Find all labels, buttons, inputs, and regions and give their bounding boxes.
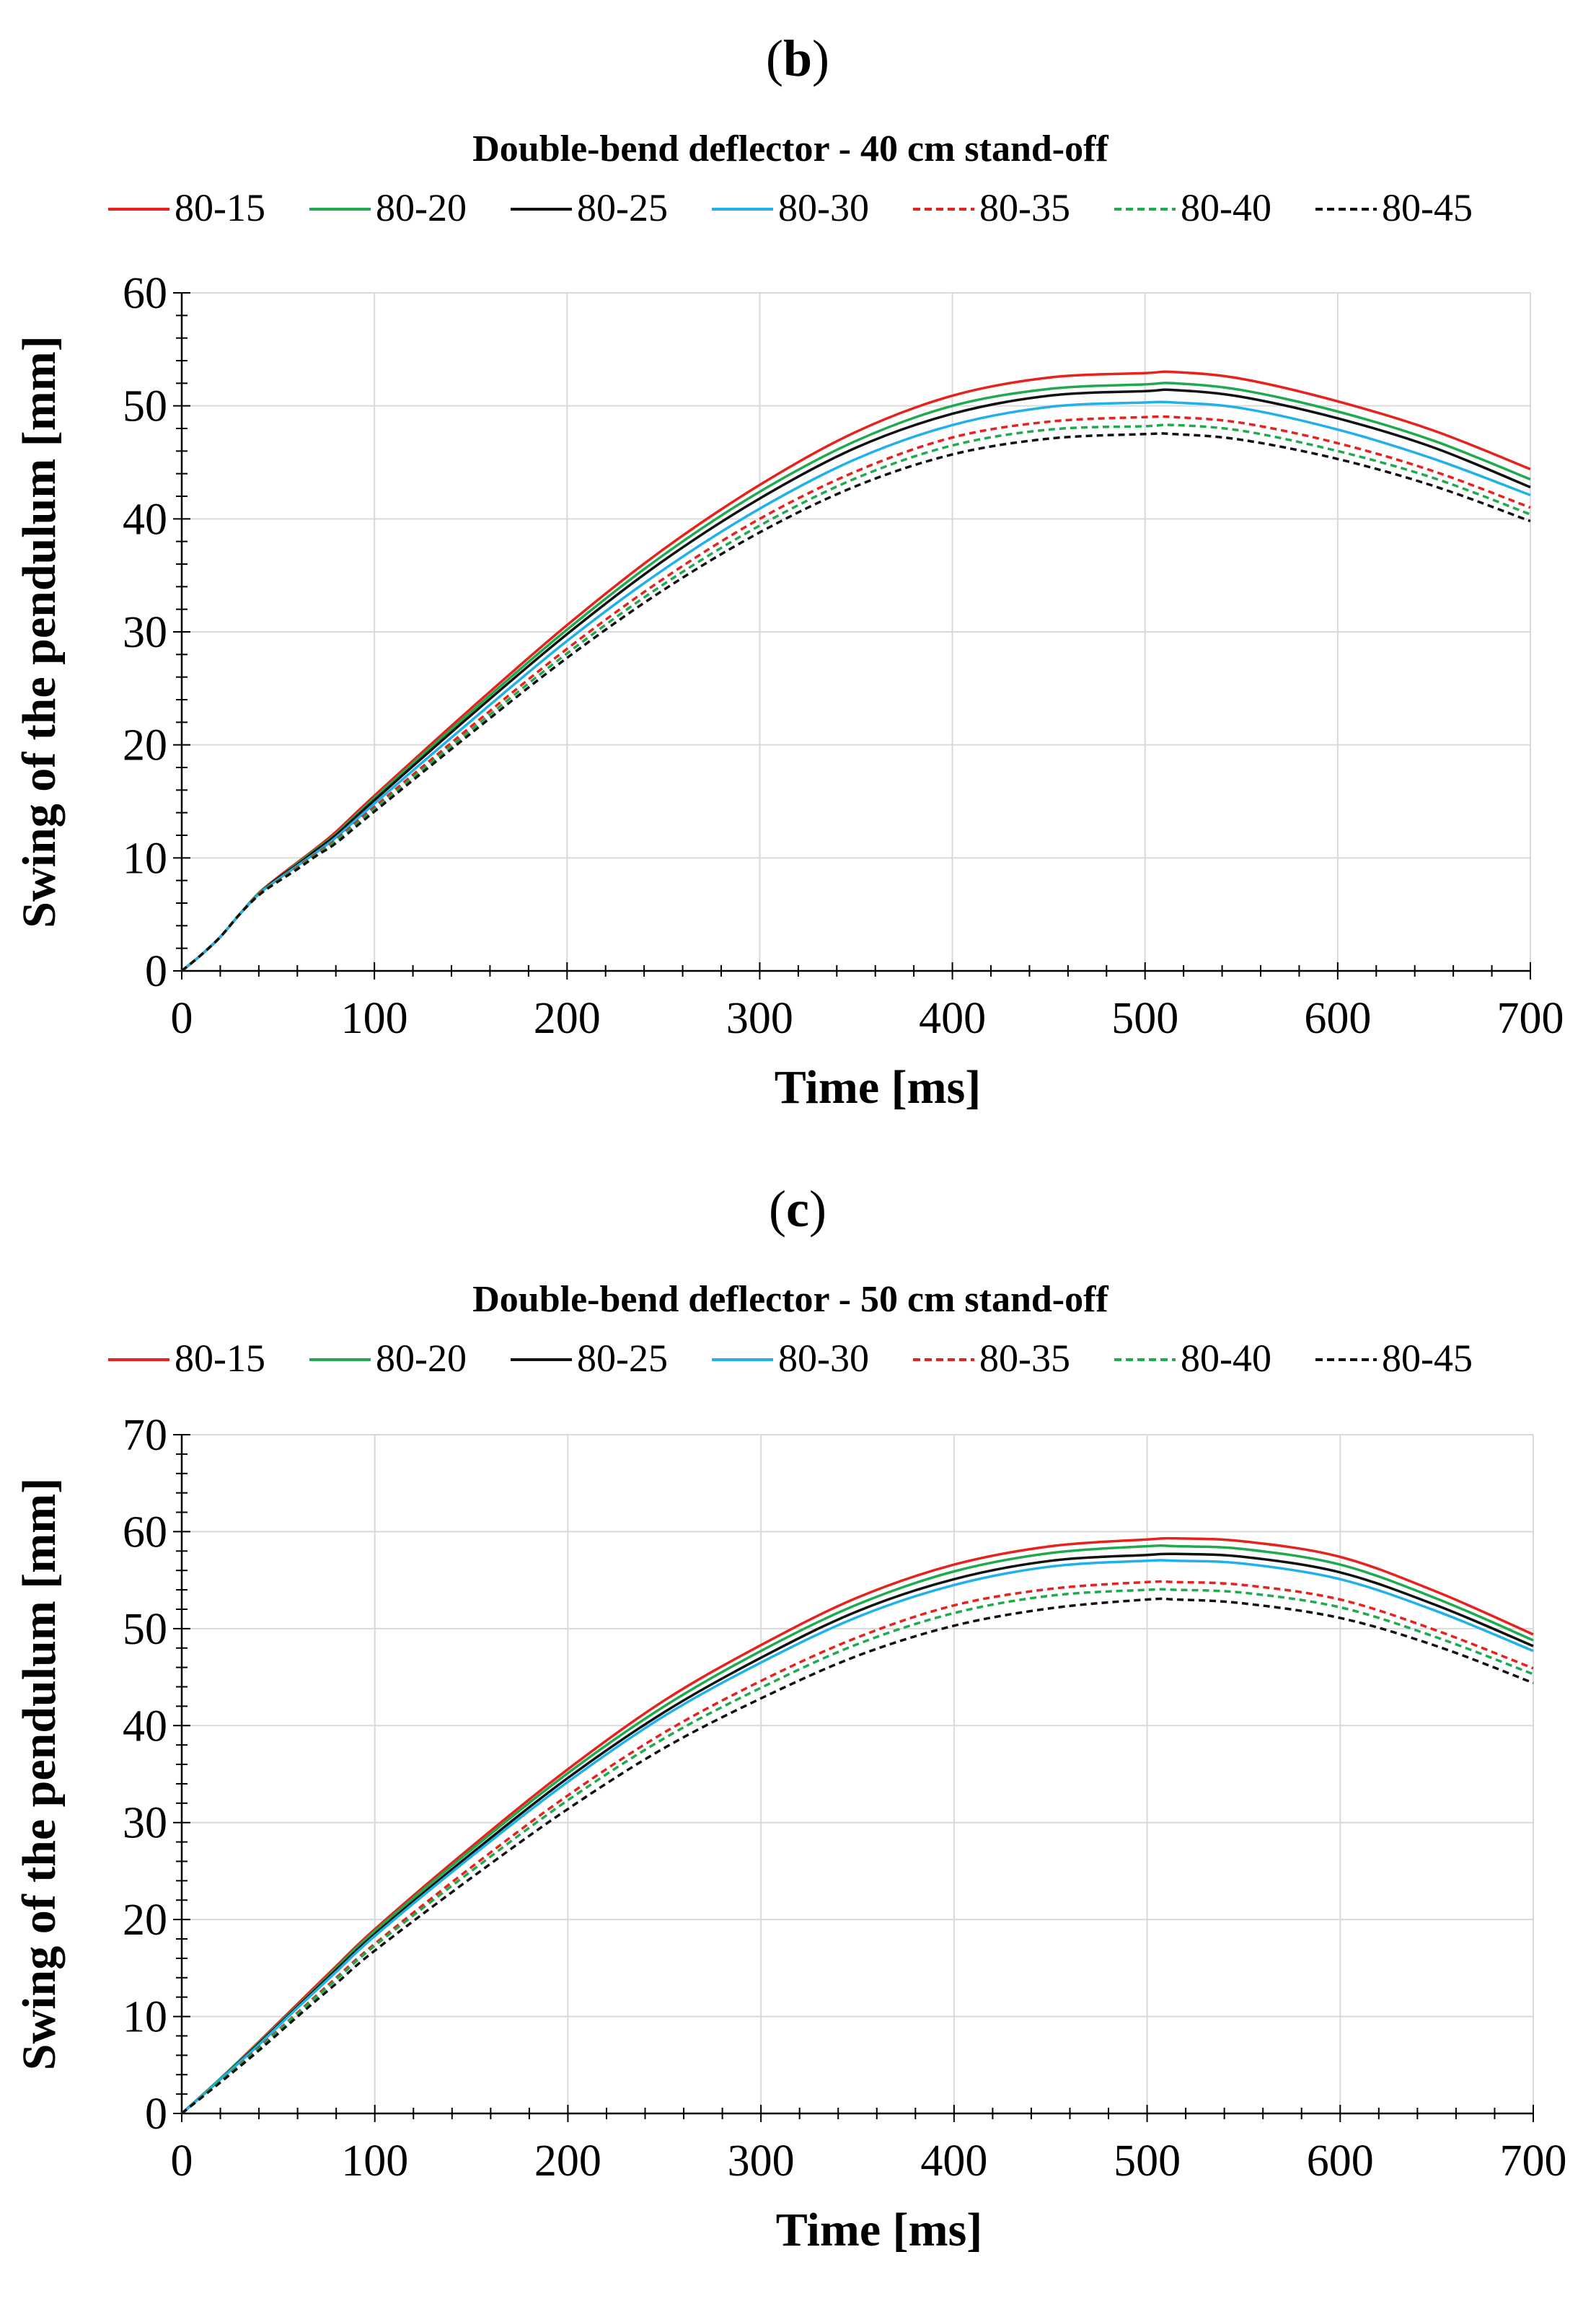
chart-c-x-tick-label-0: 0 xyxy=(171,2137,193,2186)
chart-b-legend-label-80-40: 80-40 xyxy=(1181,186,1271,229)
chart-c-legend-label-80-40: 80-40 xyxy=(1181,1337,1271,1380)
chart-c-series-line-80-40 xyxy=(180,1588,1534,2115)
chart-c-legend-label-80-35: 80-35 xyxy=(979,1337,1070,1380)
chart-b-x-tick-label-700: 700 xyxy=(1497,994,1564,1043)
chart-b-series-line-80-25 xyxy=(180,388,1531,972)
chart-c-x-tick-label-100: 100 xyxy=(341,2137,408,2186)
chart-b-y-tick-label-50: 50 xyxy=(123,382,167,431)
chart-b-svg: (b) Double-bend deflector - 40 cm stand-o… xyxy=(13,30,1564,1114)
chart-b-x-tick-label-400: 400 xyxy=(919,994,986,1043)
chart-b-legend-label-80-35: 80-35 xyxy=(979,186,1070,229)
chart-c-y-tick-label-10: 10 xyxy=(123,1993,167,2042)
chart-c-series-line-80-35 xyxy=(180,1580,1534,2115)
chart-c-x-tick-label-600: 600 xyxy=(1307,2137,1374,2186)
chart-c-y-tick-label-20: 20 xyxy=(123,1896,167,1945)
chart-b-series-line-80-15 xyxy=(180,370,1531,972)
chart-c-series-line-80-25 xyxy=(180,1552,1534,2115)
chart-b-legend-label-80-45: 80-45 xyxy=(1382,186,1473,229)
chart-b-x-axis-title: Time [ms] xyxy=(775,1061,982,1114)
chart-c-x-tick-label-700: 700 xyxy=(1500,2137,1567,2186)
chart-c-series-group xyxy=(180,1536,1534,2115)
chart-b-series-line-80-20 xyxy=(180,382,1531,972)
chart-panel-c: (c) Double-bend deflector - 50 cm stand-o… xyxy=(0,1150,1596,2301)
chart-b-x-tick-label-200: 200 xyxy=(534,994,601,1043)
chart-c-x-axis-title: Time [ms] xyxy=(776,2204,983,2256)
chart-b-y-tick-label-30: 30 xyxy=(123,608,167,657)
chart-c-series-line-80-20 xyxy=(180,1544,1534,2115)
chart-c-legend-label-80-15: 80-15 xyxy=(175,1337,265,1380)
chart-b-series-line-80-40 xyxy=(180,423,1531,972)
chart-b-x-tick-label-100: 100 xyxy=(341,994,408,1043)
chart-c-x-tick-label-200: 200 xyxy=(534,2137,601,2186)
chart-b-legend-label-80-20: 80-20 xyxy=(376,186,467,229)
chart-c-series-line-80-30 xyxy=(180,1559,1534,2115)
chart-c-series-line-80-45 xyxy=(180,1597,1534,2115)
chart-c-svg: (c) Double-bend deflector - 50 cm stand-o… xyxy=(13,1180,1567,2256)
chart-c-title: Double-bend deflector - 50 cm stand-off xyxy=(472,1279,1108,1320)
chart-c-series-line-80-15 xyxy=(180,1536,1534,2115)
chart-b-y-axis-title: Swing of the pendulum [mm] xyxy=(13,335,66,928)
chart-b-series-group xyxy=(180,370,1531,972)
chart-c-y-tick-label-60: 60 xyxy=(123,1508,167,1557)
chart-b-y-tick-label-20: 20 xyxy=(123,721,167,770)
chart-c-legend-label-80-45: 80-45 xyxy=(1382,1337,1473,1380)
chart-b-series-line-80-35 xyxy=(180,415,1531,972)
chart-c-y-axis-title: Swing of the pendulum [mm] xyxy=(13,1478,66,2070)
chart-c-x-tick-label-500: 500 xyxy=(1114,2137,1181,2186)
chart-b-legend-label-80-15: 80-15 xyxy=(175,186,265,229)
chart-b-y-tick-label-60: 60 xyxy=(123,269,167,318)
chart-c-y-tick-label-30: 30 xyxy=(123,1799,167,1848)
chart-b-x-tick-label-300: 300 xyxy=(726,994,793,1043)
chart-c-x-tick-label-400: 400 xyxy=(920,2137,987,2186)
chart-panel-b: (b) Double-bend deflector - 40 cm stand-o… xyxy=(0,0,1596,1150)
chart-b-x-tick-label-500: 500 xyxy=(1111,994,1178,1043)
chart-b-y-tick-label-40: 40 xyxy=(123,495,167,544)
chart-b-y-tick-label-0: 0 xyxy=(145,947,167,996)
chart-c-x-tick-label-300: 300 xyxy=(728,2137,795,2186)
chart-b-title: Double-bend deflector - 40 cm stand-off xyxy=(472,128,1108,170)
chart-b-x-tick-label-600: 600 xyxy=(1304,994,1371,1043)
chart-b-y-tick-label-10: 10 xyxy=(123,834,167,883)
chart-c-legend-label-80-25: 80-25 xyxy=(577,1337,668,1380)
chart-b-legend-label-80-30: 80-30 xyxy=(778,186,869,229)
chart-b-legend-label-80-25: 80-25 xyxy=(577,186,668,229)
chart-c-y-tick-label-50: 50 xyxy=(123,1605,167,1654)
chart-b-series-line-80-45 xyxy=(180,432,1531,972)
chart-c-legend-label-80-30: 80-30 xyxy=(778,1337,869,1380)
chart-c-panel-label: (c) xyxy=(769,1180,826,1238)
chart-b-x-tick-label-0: 0 xyxy=(171,994,193,1043)
chart-c-y-tick-label-0: 0 xyxy=(145,2090,167,2139)
chart-c-legend-label-80-20: 80-20 xyxy=(376,1337,467,1380)
chart-c-y-tick-label-40: 40 xyxy=(123,1702,167,1751)
chart-c-y-tick-label-70: 70 xyxy=(123,1411,167,1460)
chart-b-panel-label: (b) xyxy=(766,30,829,87)
